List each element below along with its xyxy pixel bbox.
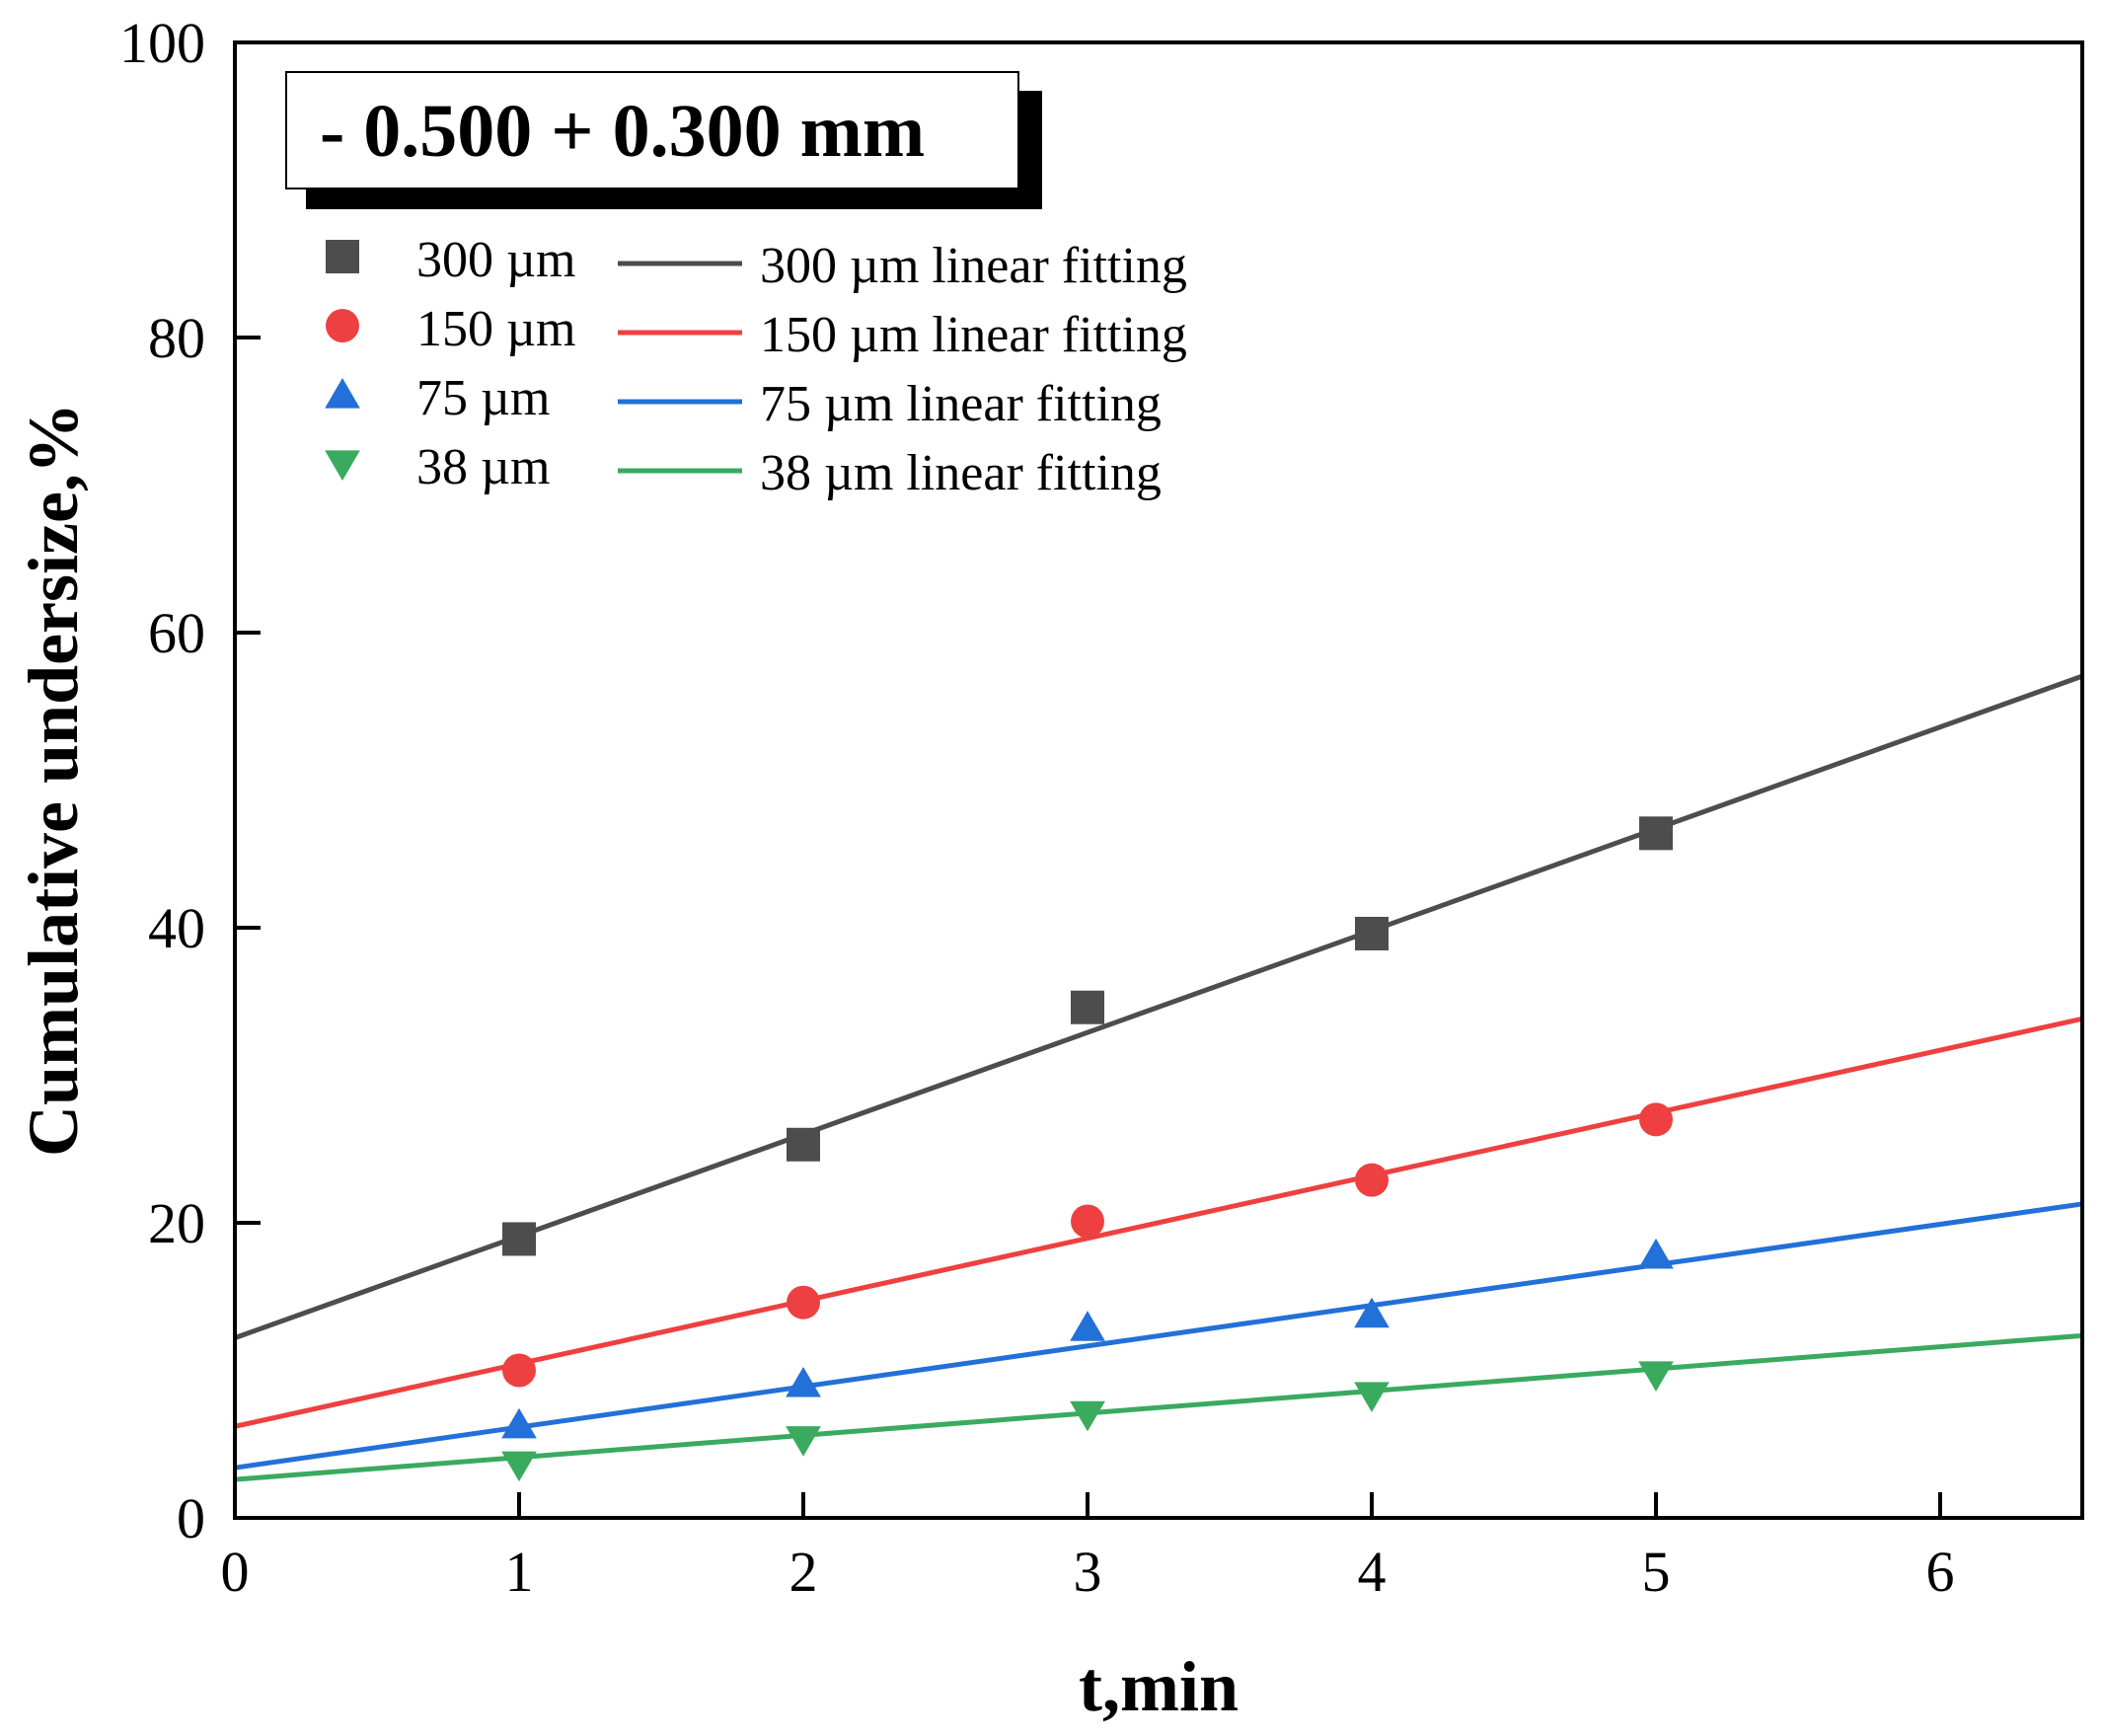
legend-fit-label-38: 38 µm linear fitting — [760, 445, 1162, 501]
data-point-38 — [1070, 1400, 1105, 1432]
legend-marker-75 — [325, 378, 360, 409]
legend: 300 µm 300 µm linear fitting 150 µm 150 µm … — [325, 232, 1187, 501]
data-point-75 — [1070, 1311, 1105, 1341]
legend-fit-label-300: 300 µm linear fitting — [760, 238, 1187, 294]
y-axis-ticks: 0 20 40 60 80 100 — [119, 11, 261, 1550]
data-point-150 — [502, 1353, 536, 1388]
data-point-300 — [502, 1222, 536, 1256]
data-markers — [501, 816, 1674, 1482]
legend-label-150: 150 µm — [416, 301, 575, 357]
legend-marker-300 — [326, 240, 359, 273]
y-axis-title: Cumulative undersize,% — [14, 403, 93, 1157]
y-tick-label: 20 — [148, 1191, 205, 1255]
data-point-300 — [1355, 916, 1389, 950]
data-point-38 — [501, 1451, 537, 1482]
data-point-75 — [1354, 1297, 1390, 1328]
x-tick-label: 4 — [1358, 1540, 1387, 1604]
y-tick-label: 60 — [148, 601, 205, 665]
y-tick-label: 40 — [148, 896, 205, 960]
x-tick-label: 5 — [1642, 1540, 1671, 1604]
data-point-38 — [1354, 1382, 1390, 1412]
data-point-150 — [787, 1285, 820, 1320]
plot-area-frame — [233, 40, 2084, 1520]
x-tick-label: 0 — [221, 1540, 250, 1604]
y-tick-label: 0 — [177, 1486, 205, 1550]
data-point-150 — [1355, 1163, 1389, 1197]
data-point-300 — [1071, 990, 1104, 1024]
fit-line-38 — [234, 1332, 2083, 1482]
x-tick-label: 6 — [1926, 1540, 1955, 1604]
fit-line-150 — [234, 1016, 2083, 1429]
data-point-150 — [1639, 1102, 1673, 1137]
legend-label-300: 300 µm — [416, 232, 575, 288]
legend-marker-150 — [326, 309, 359, 342]
data-point-38 — [1638, 1361, 1674, 1392]
x-tick-label: 1 — [505, 1540, 534, 1604]
data-point-300 — [787, 1127, 820, 1162]
annotation-box: - 0.500 + 0.300 mm — [285, 71, 1042, 209]
legend-fit-label-75: 75 µm linear fitting — [760, 376, 1162, 432]
x-axis-ticks: 0 1 2 3 4 5 6 — [221, 1492, 1955, 1604]
y-tick-label: 100 — [119, 11, 205, 75]
x-tick-label: 3 — [1074, 1540, 1102, 1604]
data-point-150 — [1071, 1204, 1104, 1239]
fit-line-75 — [234, 1201, 2083, 1471]
data-point-38 — [786, 1426, 821, 1457]
x-tick-label: 2 — [789, 1540, 818, 1604]
legend-fit-label-150: 150 µm linear fitting — [760, 307, 1187, 363]
y-tick-label: 80 — [148, 306, 205, 370]
annotation-box-frame — [285, 71, 1019, 189]
legend-label-38: 38 µm — [416, 439, 550, 495]
data-point-300 — [1639, 816, 1673, 851]
fit-line-300 — [234, 673, 2083, 1340]
legend-marker-38 — [325, 450, 360, 481]
data-point-75 — [1638, 1238, 1674, 1269]
annotation-text: - 0.500 + 0.300 mm — [320, 90, 925, 173]
data-point-75 — [501, 1407, 537, 1439]
x-axis-title: t,min — [1079, 1647, 1239, 1726]
fit-lines — [234, 673, 2083, 1482]
legend-label-75: 75 µm — [416, 370, 550, 426]
data-point-75 — [786, 1366, 821, 1397]
